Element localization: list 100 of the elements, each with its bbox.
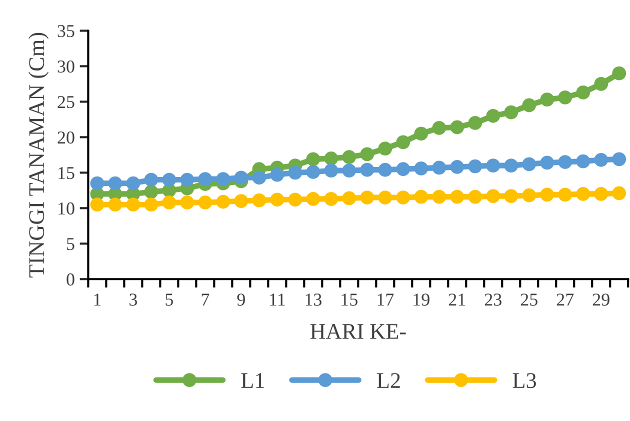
point — [180, 172, 194, 187]
point — [468, 159, 482, 174]
point — [126, 176, 140, 190]
point — [360, 190, 374, 204]
point — [450, 120, 464, 134]
y-tick-label: 10 — [58, 202, 74, 215]
y-tick-label: 15 — [58, 167, 74, 180]
point — [360, 147, 374, 162]
point — [414, 190, 428, 204]
point — [432, 190, 446, 204]
point — [360, 162, 374, 177]
point — [252, 170, 266, 185]
x-tick-label: 29 — [592, 294, 610, 306]
y-tick-label: 5 — [67, 238, 74, 250]
point — [396, 190, 410, 204]
point — [270, 192, 284, 207]
point — [342, 150, 356, 164]
point — [108, 198, 122, 212]
point — [198, 172, 212, 186]
y-axis-title: TINGGI TANAMAN (Cm) — [28, 32, 49, 278]
point — [612, 66, 626, 80]
x-tick-label: 13 — [306, 294, 322, 306]
point — [468, 190, 482, 204]
point — [558, 155, 572, 169]
point — [216, 194, 230, 209]
point — [522, 157, 536, 172]
point — [450, 160, 464, 174]
point — [306, 192, 320, 206]
y-tick-label: 35 — [58, 25, 74, 38]
point — [432, 121, 446, 135]
y-tick-label: 0 — [66, 273, 74, 286]
point — [162, 196, 176, 210]
y-tick-label: 30 — [58, 60, 74, 73]
legend-label: L1 — [241, 373, 264, 388]
point — [594, 187, 608, 201]
point — [342, 164, 356, 178]
point — [504, 158, 518, 173]
point — [558, 188, 572, 202]
point — [594, 152, 608, 167]
point — [324, 164, 338, 178]
point — [414, 161, 428, 176]
point — [306, 165, 320, 179]
point — [108, 176, 122, 190]
point — [594, 77, 608, 91]
point — [612, 186, 626, 200]
point — [396, 135, 410, 150]
point — [324, 192, 338, 206]
point — [414, 126, 428, 141]
point — [486, 189, 500, 204]
x-tick-label: 27 — [556, 294, 574, 306]
point — [378, 162, 392, 177]
point — [288, 192, 302, 207]
point — [144, 198, 158, 212]
point — [522, 98, 536, 112]
point — [450, 190, 464, 204]
legend-label: L2 — [377, 373, 400, 388]
point — [612, 152, 626, 166]
point — [306, 152, 320, 166]
point — [342, 191, 356, 206]
point — [540, 156, 554, 170]
y-tick-label: 25 — [58, 96, 74, 108]
x-tick-label: 25 — [520, 294, 538, 306]
point — [576, 86, 590, 100]
x-tick-label: 11 — [270, 294, 285, 306]
point — [180, 196, 194, 210]
point — [90, 176, 104, 190]
point — [144, 184, 158, 199]
x-tick-label: 15 — [342, 294, 358, 306]
x-tick-label: 7 — [202, 294, 210, 306]
point — [288, 166, 302, 180]
x-tick-label: 9 — [237, 294, 245, 306]
point — [198, 196, 212, 210]
point — [234, 194, 248, 208]
x-tick-label: 21 — [448, 294, 466, 306]
point — [126, 198, 140, 212]
point — [378, 142, 392, 156]
point — [252, 193, 266, 208]
point — [270, 168, 284, 182]
point — [324, 152, 338, 166]
x-tick-label: 17 — [378, 294, 394, 306]
x-tick-label: 19 — [414, 294, 430, 306]
point — [162, 172, 176, 187]
x-tick-label: 5 — [166, 294, 173, 306]
legend-label: L3 — [512, 373, 536, 388]
point — [378, 190, 392, 204]
point — [486, 108, 500, 123]
x-tick-label: 23 — [484, 294, 502, 306]
point — [396, 162, 410, 176]
x-tick-label: 1 — [94, 294, 101, 306]
point — [216, 172, 230, 186]
point — [540, 188, 554, 202]
point — [468, 116, 482, 130]
point — [522, 188, 536, 202]
point — [576, 187, 590, 201]
point — [558, 90, 572, 104]
point — [90, 198, 104, 212]
x-axis-title: HARI KE- — [310, 324, 406, 339]
point — [486, 158, 500, 173]
point — [540, 92, 554, 107]
point — [576, 154, 590, 168]
